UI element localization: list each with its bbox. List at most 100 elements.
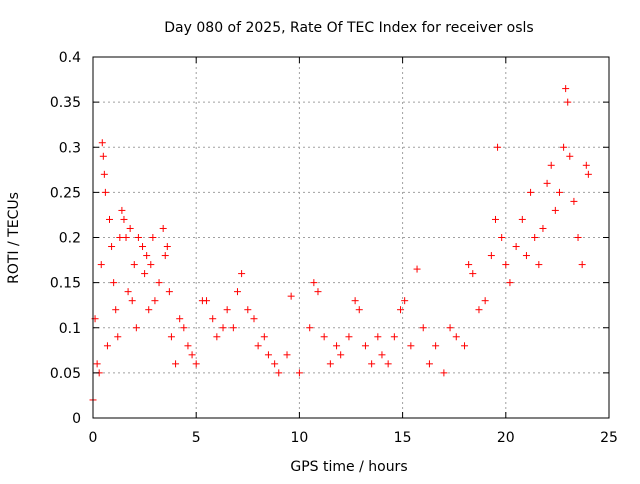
data-point xyxy=(106,215,114,223)
data-point xyxy=(345,333,353,341)
data-point xyxy=(172,360,180,368)
data-point xyxy=(574,234,582,241)
data-point xyxy=(118,206,126,214)
y-tick-label: 0.05 xyxy=(50,366,81,382)
data-point xyxy=(413,265,421,273)
data-point xyxy=(374,333,382,341)
data-point xyxy=(494,143,502,151)
data-point xyxy=(233,288,241,296)
data-point xyxy=(287,292,295,300)
data-point xyxy=(132,324,140,332)
data-point xyxy=(407,342,415,350)
data-point xyxy=(419,324,427,332)
data-point xyxy=(112,306,120,314)
data-point xyxy=(283,351,291,359)
data-point xyxy=(143,252,151,260)
data-point xyxy=(498,234,506,241)
data-point xyxy=(337,351,345,359)
data-point xyxy=(547,161,555,169)
data-point xyxy=(562,85,570,93)
data-point xyxy=(564,98,572,106)
data-point xyxy=(184,342,192,350)
data-point xyxy=(93,360,101,368)
data-point xyxy=(295,369,303,377)
x-tick-label: 5 xyxy=(192,430,201,446)
data-point xyxy=(425,360,433,368)
data-point xyxy=(475,306,483,314)
data-point xyxy=(560,143,568,151)
data-point xyxy=(446,324,454,332)
data-point xyxy=(584,170,592,178)
data-point xyxy=(130,261,138,269)
data-point xyxy=(351,297,359,305)
data-point xyxy=(229,324,237,332)
data-point xyxy=(180,324,188,332)
y-tick-label: 0.35 xyxy=(50,95,81,111)
data-point xyxy=(238,270,246,278)
data-point xyxy=(469,270,477,278)
data-point xyxy=(326,360,334,368)
y-tick-label: 0.25 xyxy=(50,185,81,201)
data-point xyxy=(188,351,196,359)
data-point xyxy=(465,261,473,269)
data-point xyxy=(355,306,363,314)
data-point xyxy=(103,342,111,350)
data-point xyxy=(320,333,328,341)
data-point xyxy=(527,188,535,196)
data-point xyxy=(99,152,107,160)
data-point xyxy=(487,252,495,260)
data-point xyxy=(128,297,136,305)
data-point xyxy=(522,252,530,260)
data-point xyxy=(163,243,171,251)
data-point xyxy=(518,215,526,223)
data-point xyxy=(264,351,272,359)
data-point xyxy=(114,333,122,341)
x-axis-label: GPS time / hours xyxy=(290,459,407,475)
data-point xyxy=(452,333,460,341)
data-point xyxy=(161,252,169,260)
data-point xyxy=(147,261,155,269)
y-tick-label: 0.15 xyxy=(50,276,81,292)
data-point xyxy=(306,324,314,332)
data-point xyxy=(250,315,258,323)
x-tick-label: 0 xyxy=(89,430,98,446)
data-point xyxy=(432,342,440,350)
data-point xyxy=(155,279,163,287)
data-point xyxy=(461,342,469,350)
data-point xyxy=(260,333,268,341)
data-point xyxy=(555,188,563,196)
data-point xyxy=(539,224,547,232)
x-tick-label: 15 xyxy=(394,430,412,446)
data-point xyxy=(145,306,153,314)
chart-title: Day 080 of 2025, Rate Of TEC Index for r… xyxy=(164,20,533,36)
data-point xyxy=(271,360,279,368)
data-point xyxy=(378,351,386,359)
data-point xyxy=(124,288,132,296)
x-tick-label: 10 xyxy=(290,430,308,446)
data-points xyxy=(89,85,592,404)
data-point xyxy=(397,306,405,314)
data-point xyxy=(491,215,499,223)
data-point xyxy=(310,279,318,287)
data-point xyxy=(566,152,574,160)
data-point xyxy=(506,279,514,287)
data-point xyxy=(176,315,184,323)
data-point xyxy=(578,261,586,269)
axes xyxy=(92,56,610,419)
data-point xyxy=(97,261,105,269)
x-tick-label: 25 xyxy=(600,430,618,446)
data-point xyxy=(149,234,157,241)
data-point xyxy=(275,369,283,377)
data-point xyxy=(100,170,108,178)
data-point xyxy=(582,161,590,169)
data-point xyxy=(203,297,211,305)
data-point xyxy=(512,243,520,251)
data-point xyxy=(167,333,175,341)
data-point xyxy=(213,333,221,341)
x-tick-label: 20 xyxy=(497,430,515,446)
data-point xyxy=(551,206,559,214)
y-tick-label: 0 xyxy=(72,411,81,427)
data-point xyxy=(139,243,147,251)
